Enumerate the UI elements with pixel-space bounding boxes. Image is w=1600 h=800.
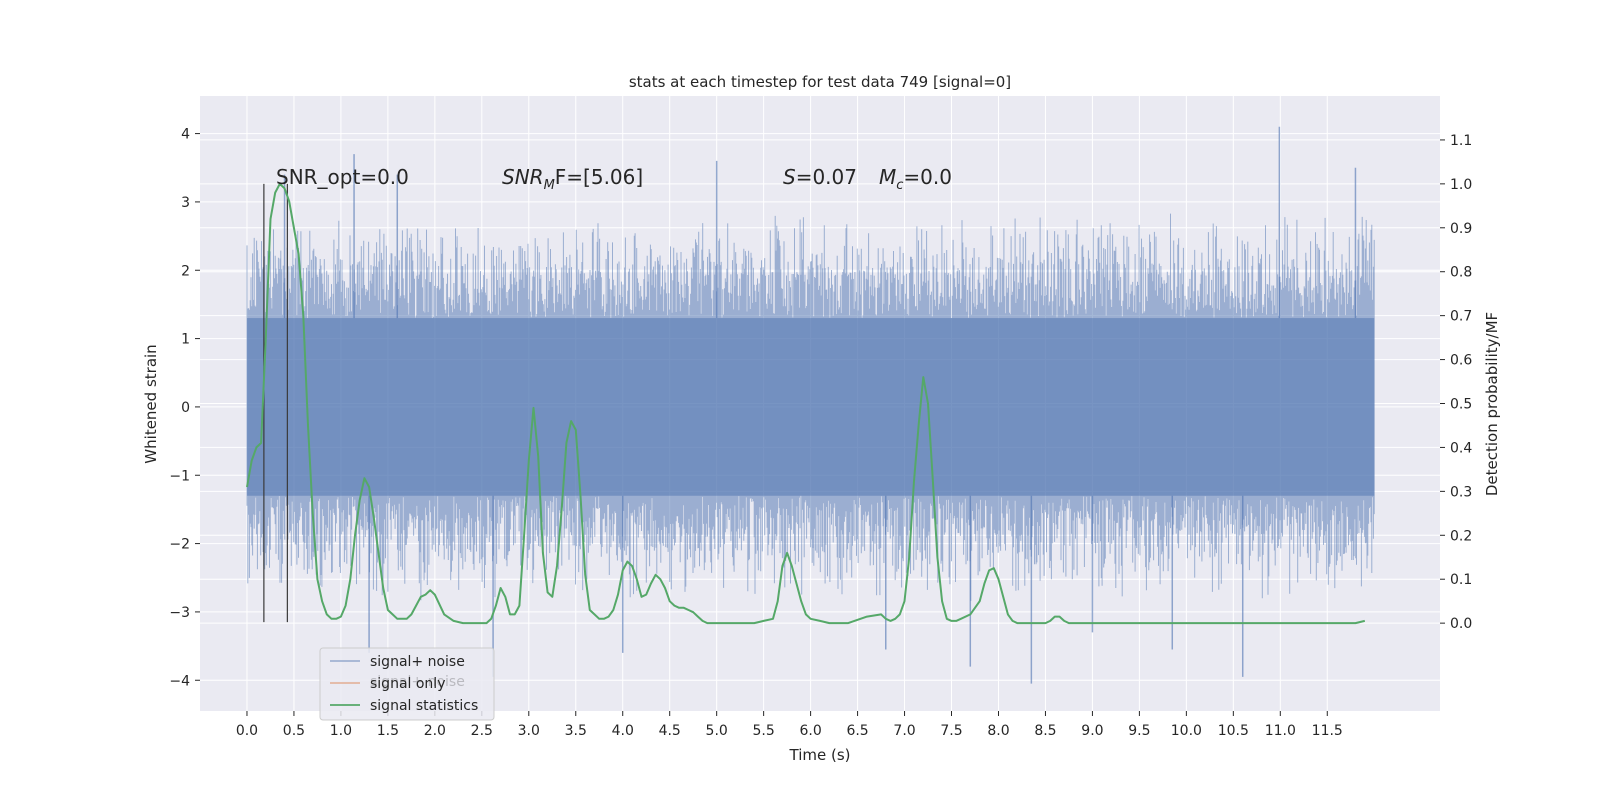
- x-tick-label-23: 11.5: [1312, 723, 1343, 739]
- x-tick-label-10: 5.0: [706, 723, 728, 739]
- legend: signal+ noise signal+ noise signal only …: [319, 647, 495, 721]
- mc-subscript: c: [896, 178, 903, 193]
- annotation-snr-opt: SNR_opt=0.0: [276, 165, 409, 189]
- y-right-tick-label-9: 0.2: [1450, 528, 1472, 544]
- y-left-tick-label-8: −4: [169, 673, 190, 689]
- y-axis-label-left: Whitened strain: [142, 344, 160, 463]
- y-left-tick-label-7: −3: [169, 605, 190, 621]
- legend-underlay-text: signal+ noise: [370, 674, 465, 690]
- s-value: =0.07: [796, 165, 857, 189]
- y-right-tick-label-0: 1.1: [1450, 133, 1472, 149]
- x-tick-label-1: 0.5: [283, 723, 305, 739]
- left-axis-ticks: 4 3 2 1 0 −1 −2 −3 −4: [169, 127, 200, 689]
- snr-mf-base: SNR: [502, 165, 544, 189]
- y-axis-label-right: Detection probability/MF: [1483, 312, 1501, 496]
- legend-label-signal-noise: signal+ noise: [370, 654, 465, 670]
- x-tick-label-18: 9.0: [1081, 723, 1103, 739]
- x-tick-label-21: 10.5: [1218, 723, 1249, 739]
- x-tick-label-11: 5.5: [753, 723, 775, 739]
- y-left-tick-label-2: 2: [181, 263, 190, 279]
- x-tick-label-13: 6.5: [846, 723, 868, 739]
- y-right-tick-label-8: 0.3: [1450, 484, 1472, 500]
- statistics-line-0: [246, 182, 1366, 625]
- y-right-tick-label-1: 1.0: [1450, 177, 1472, 193]
- y-left-tick-label-0: 4: [181, 127, 190, 143]
- x-tick-label-9: 4.5: [659, 723, 681, 739]
- x-tick-label-8: 4.0: [612, 723, 634, 739]
- x-tick-label-22: 11.0: [1265, 723, 1296, 739]
- y-right-tick-label-5: 0.6: [1450, 353, 1472, 369]
- x-tick-label-4: 2.0: [424, 723, 446, 739]
- statistics-series: [246, 182, 1366, 625]
- y-right-tick-label-4: 0.7: [1450, 309, 1472, 325]
- x-tick-label-17: 8.5: [1034, 723, 1056, 739]
- noise-trace: [246, 213, 1375, 601]
- x-tick-label-6: 3.0: [518, 723, 540, 739]
- annotation-s-mc: S=0.07 Mc=0.0: [783, 165, 952, 193]
- x-tick-label-12: 6.0: [799, 723, 821, 739]
- noise-series: [246, 126, 1375, 684]
- x-tick-label-15: 7.5: [940, 723, 962, 739]
- legend-label-signal-only: signal only: [370, 676, 445, 692]
- y-left-tick-label-4: 0: [181, 400, 190, 416]
- mc-variable: M: [879, 165, 896, 189]
- x-axis-label: Time (s): [789, 746, 851, 764]
- legend-box: [319, 647, 495, 721]
- y-left-tick-label-3: 1: [181, 332, 190, 348]
- snr-mf-subscript: M: [544, 178, 555, 193]
- x-tick-label-0: 0.0: [236, 723, 258, 739]
- x-axis-ticks: 0.0 0.5 1.0 1.5 2.0 2.5 3.0 3.5 4.0 4.5 5.0 5.5 6.0 6…: [236, 711, 1343, 739]
- y-right-tick-label-11: 0.0: [1450, 616, 1472, 632]
- x-tick-label-14: 7.0: [893, 723, 915, 739]
- mc-value: =0.0: [903, 165, 952, 189]
- x-tick-label-20: 10.0: [1171, 723, 1202, 739]
- x-tick-label-16: 8.0: [987, 723, 1009, 739]
- x-tick-label-5: 2.5: [471, 723, 493, 739]
- x-tick-label-3: 1.5: [377, 723, 399, 739]
- y-right-tick-label-10: 0.1: [1450, 572, 1472, 588]
- y-right-tick-label-7: 0.4: [1450, 440, 1472, 456]
- annotations: SNR_opt=0.0 SNRMF=[5.06] S=0.07 Mc=0.0: [276, 165, 952, 193]
- right-axis-ticks: 1.1 1.0 0.9 0.8 0.7 0.6 0.5 0.4 0.3 0.2 0.1 0.0: [1440, 133, 1472, 632]
- snr-mf-value: F=[5.06]: [555, 165, 643, 189]
- annotation-snr-mf: SNRMF=[5.06]: [502, 165, 643, 193]
- x-tick-label-19: 9.5: [1128, 723, 1150, 739]
- y-right-tick-label-2: 0.9: [1450, 221, 1472, 237]
- s-variable: S: [783, 165, 796, 189]
- x-tick-label-2: 1.0: [330, 723, 352, 739]
- chart-title: stats at each timestep for test data 749…: [629, 73, 1011, 91]
- y-left-tick-label-1: 3: [181, 195, 190, 211]
- y-left-tick-label-5: −1: [169, 468, 190, 484]
- y-right-tick-label-3: 0.8: [1450, 265, 1472, 281]
- y-left-tick-label-6: −2: [169, 537, 190, 553]
- legend-label-signal-statistics: signal statistics: [370, 698, 478, 714]
- x-tick-label-7: 3.5: [565, 723, 587, 739]
- y-right-tick-label-6: 0.5: [1450, 397, 1472, 413]
